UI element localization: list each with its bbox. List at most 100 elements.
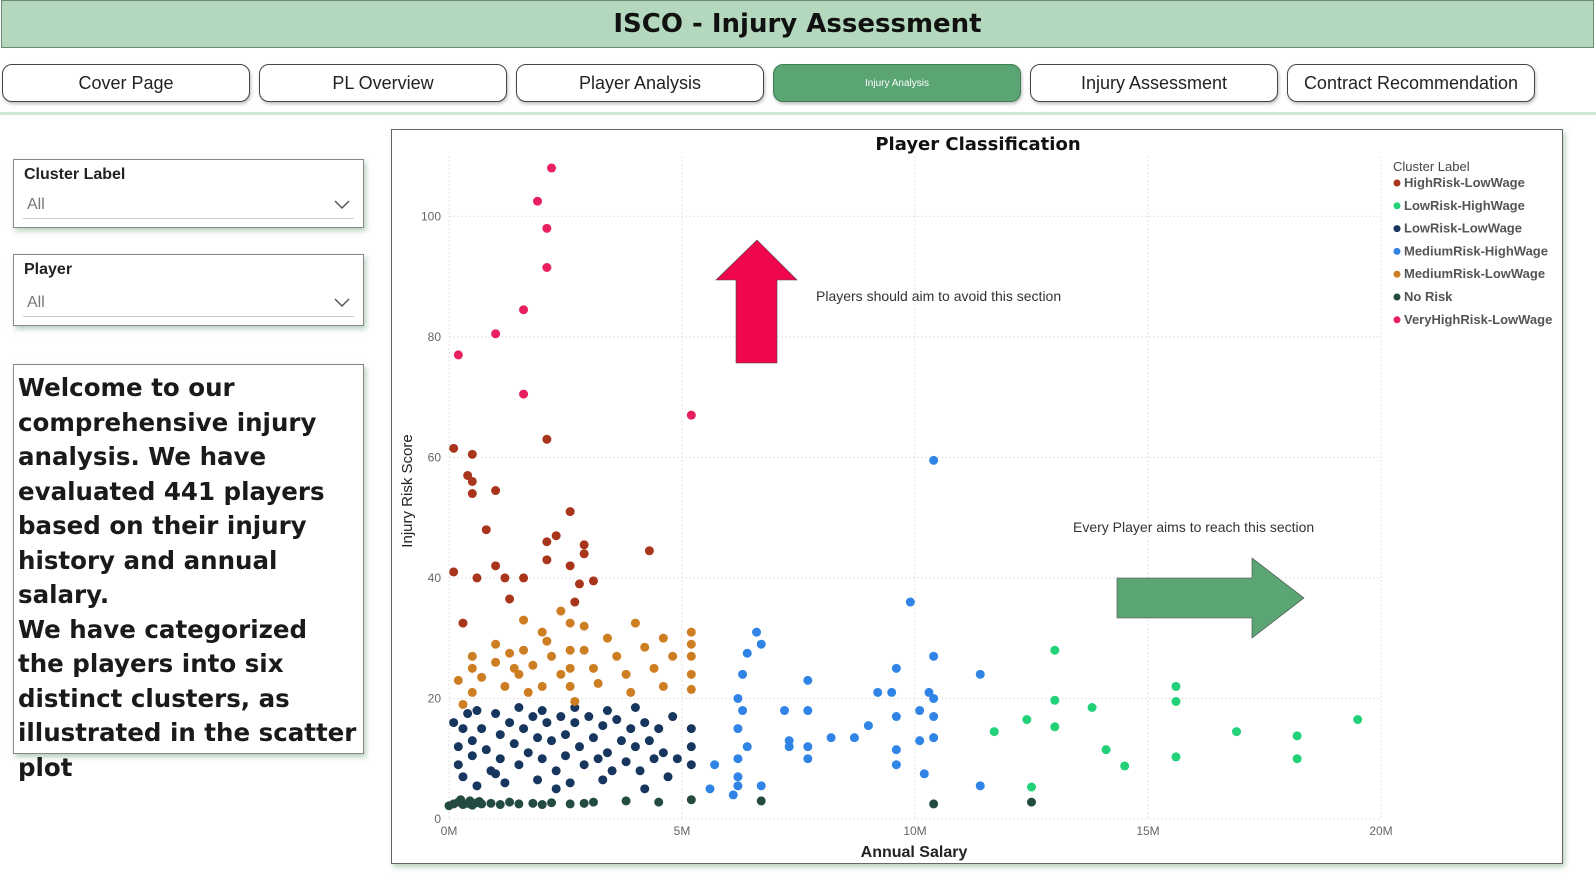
data-point[interactable] bbox=[710, 760, 720, 770]
data-point[interactable] bbox=[915, 736, 925, 746]
data-point[interactable] bbox=[630, 702, 640, 712]
data-point[interactable] bbox=[891, 663, 901, 673]
data-point[interactable] bbox=[579, 760, 589, 770]
data-point[interactable] bbox=[929, 733, 939, 743]
data-point[interactable] bbox=[756, 796, 766, 806]
data-point[interactable] bbox=[989, 727, 999, 737]
data-point[interactable] bbox=[574, 742, 584, 752]
data-point[interactable] bbox=[467, 687, 477, 697]
data-point[interactable] bbox=[458, 699, 468, 709]
data-point[interactable] bbox=[602, 748, 612, 758]
data-point[interactable] bbox=[863, 721, 873, 731]
data-point[interactable] bbox=[579, 645, 589, 655]
legend-item[interactable]: HighRisk-LowWage bbox=[1404, 175, 1525, 190]
data-point[interactable] bbox=[472, 706, 482, 716]
data-point[interactable] bbox=[523, 748, 533, 758]
data-point[interactable] bbox=[491, 657, 501, 667]
data-point[interactable] bbox=[565, 645, 575, 655]
data-point[interactable] bbox=[1232, 727, 1242, 737]
data-point[interactable] bbox=[733, 754, 743, 764]
data-point[interactable] bbox=[929, 693, 939, 703]
data-point[interactable] bbox=[533, 196, 543, 206]
data-point[interactable] bbox=[598, 721, 608, 731]
data-point[interactable] bbox=[556, 669, 566, 679]
data-point[interactable] bbox=[602, 633, 612, 643]
legend-item[interactable]: LowRisk-LowWage bbox=[1404, 221, 1522, 236]
data-point[interactable] bbox=[1050, 695, 1060, 705]
data-point[interactable] bbox=[1171, 681, 1181, 691]
data-point[interactable] bbox=[514, 669, 524, 679]
data-point[interactable] bbox=[626, 687, 636, 697]
data-point[interactable] bbox=[477, 672, 487, 682]
data-point[interactable] bbox=[733, 781, 743, 791]
data-point[interactable] bbox=[849, 733, 859, 743]
cluster-label-dropdown[interactable]: All bbox=[23, 191, 354, 219]
data-point[interactable] bbox=[565, 799, 575, 809]
data-point[interactable] bbox=[551, 766, 561, 776]
data-point[interactable] bbox=[486, 798, 496, 808]
data-point[interactable] bbox=[929, 455, 939, 465]
data-point[interactable] bbox=[565, 681, 575, 691]
data-point[interactable] bbox=[756, 639, 766, 649]
data-point[interactable] bbox=[1171, 696, 1181, 706]
data-point[interactable] bbox=[640, 718, 650, 728]
data-point[interactable] bbox=[467, 751, 477, 761]
data-point[interactable] bbox=[467, 663, 477, 673]
data-point[interactable] bbox=[756, 781, 766, 791]
data-point[interactable] bbox=[891, 712, 901, 722]
data-point[interactable] bbox=[1087, 702, 1097, 712]
data-point[interactable] bbox=[547, 736, 557, 746]
data-point[interactable] bbox=[500, 778, 510, 788]
data-point[interactable] bbox=[565, 663, 575, 673]
data-point[interactable] bbox=[467, 736, 477, 746]
data-point[interactable] bbox=[686, 760, 696, 770]
data-point[interactable] bbox=[472, 781, 482, 791]
data-point[interactable] bbox=[458, 724, 468, 734]
data-point[interactable] bbox=[1022, 715, 1032, 725]
data-point[interactable] bbox=[630, 742, 640, 752]
data-point[interactable] bbox=[458, 618, 468, 628]
data-point[interactable] bbox=[733, 693, 743, 703]
data-point[interactable] bbox=[803, 754, 813, 764]
data-point[interactable] bbox=[1050, 722, 1060, 732]
data-point[interactable] bbox=[626, 724, 636, 734]
data-point[interactable] bbox=[588, 663, 598, 673]
data-point[interactable] bbox=[593, 754, 603, 764]
data-point[interactable] bbox=[551, 531, 561, 541]
data-point[interactable] bbox=[495, 754, 505, 764]
data-point[interactable] bbox=[742, 742, 752, 752]
data-point[interactable] bbox=[663, 772, 673, 782]
data-point[interactable] bbox=[556, 606, 566, 616]
data-point[interactable] bbox=[570, 696, 580, 706]
data-point[interactable] bbox=[686, 627, 696, 637]
data-point[interactable] bbox=[686, 639, 696, 649]
data-point[interactable] bbox=[565, 618, 575, 628]
data-point[interactable] bbox=[477, 724, 487, 734]
data-point[interactable] bbox=[975, 781, 985, 791]
data-point[interactable] bbox=[686, 684, 696, 694]
legend-item[interactable]: LowRisk-HighWage bbox=[1404, 198, 1525, 213]
data-point[interactable] bbox=[873, 687, 883, 697]
data-point[interactable] bbox=[519, 615, 529, 625]
data-point[interactable] bbox=[915, 706, 925, 716]
data-point[interactable] bbox=[630, 618, 640, 628]
data-point[interactable] bbox=[658, 748, 668, 758]
data-point[interactable] bbox=[556, 712, 566, 722]
data-point[interactable] bbox=[929, 799, 939, 809]
data-point[interactable] bbox=[537, 800, 547, 810]
tab-injury-assessment[interactable]: Injury Assessment bbox=[1030, 64, 1278, 102]
data-point[interactable] bbox=[505, 648, 515, 658]
data-point[interactable] bbox=[635, 766, 645, 776]
data-point[interactable] bbox=[491, 561, 501, 571]
data-point[interactable] bbox=[644, 736, 654, 746]
data-point[interactable] bbox=[612, 715, 622, 725]
data-point[interactable] bbox=[519, 305, 529, 315]
data-point[interactable] bbox=[803, 706, 813, 716]
data-point[interactable] bbox=[686, 410, 696, 420]
tab-cover-page[interactable]: Cover Page bbox=[2, 64, 250, 102]
data-point[interactable] bbox=[570, 718, 580, 728]
data-point[interactable] bbox=[733, 772, 743, 782]
data-point[interactable] bbox=[491, 769, 501, 779]
data-point[interactable] bbox=[547, 163, 557, 173]
data-point[interactable] bbox=[579, 549, 589, 559]
